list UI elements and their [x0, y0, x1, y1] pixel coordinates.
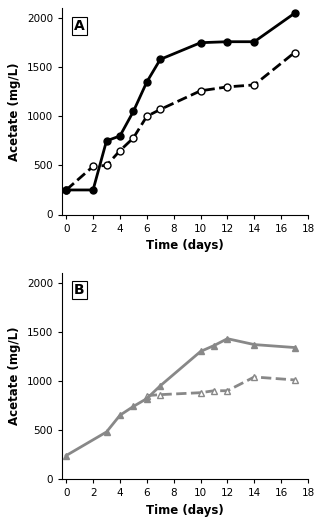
Text: A: A: [74, 19, 85, 33]
X-axis label: Time (days): Time (days): [146, 503, 224, 517]
Y-axis label: Acetate (mg/L): Acetate (mg/L): [8, 62, 21, 161]
X-axis label: Time (days): Time (days): [146, 239, 224, 252]
Text: B: B: [74, 283, 85, 297]
Y-axis label: Acetate (mg/L): Acetate (mg/L): [8, 327, 21, 425]
